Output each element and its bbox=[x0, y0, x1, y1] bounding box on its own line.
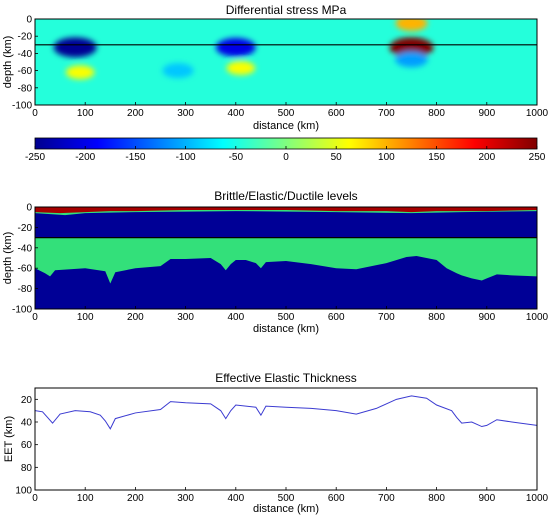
stress-y-ticks: 0 -20 -40 -60 -80 -100 bbox=[12, 15, 38, 112]
stress-x-tick-label: 700 bbox=[378, 108, 395, 119]
eet-y-tick-label: 80 bbox=[21, 463, 33, 474]
levels-x-tick-label: 800 bbox=[428, 312, 445, 323]
levels-y-tick-label: -20 bbox=[18, 223, 33, 234]
stress-y-tick-label: -80 bbox=[18, 83, 33, 94]
levels-ylabel: depth (km) bbox=[2, 232, 14, 285]
levels-x-tick-label: 600 bbox=[328, 312, 345, 323]
colorbar-tick-label: -250 bbox=[25, 152, 45, 163]
stress-anomalies bbox=[53, 19, 434, 80]
stress-anomaly bbox=[65, 65, 95, 80]
levels-x-tick-label: 900 bbox=[478, 312, 495, 323]
eet-line-group bbox=[35, 395, 537, 430]
colorbar-tick-label: 0 bbox=[283, 152, 289, 163]
eet-line bbox=[35, 395, 537, 430]
stress-x-tick-label: 300 bbox=[177, 108, 194, 119]
levels-heatmap bbox=[35, 207, 537, 309]
eet-x-tick-label: 0 bbox=[32, 493, 38, 504]
levels-title: Brittle/Elastic/Ductile levels bbox=[214, 189, 357, 203]
colorbar-tick-label: 150 bbox=[428, 152, 445, 163]
stress-anomaly bbox=[389, 37, 434, 58]
eet-y-tick-label: 20 bbox=[21, 395, 33, 406]
levels-x-ticks: 0 100 200 300 400 500 600 700 800 900 1000 bbox=[32, 306, 549, 323]
levels-x-tick-label: 100 bbox=[77, 312, 94, 323]
stress-y-tick-label: -20 bbox=[18, 32, 33, 43]
stress-x-tick-label: 800 bbox=[428, 108, 445, 119]
levels-y-ticks: 0 -20 -40 -60 -80 -100 bbox=[12, 203, 38, 316]
colorbar-tick-label: -100 bbox=[176, 152, 196, 163]
stress-x-ticks: 0 100 200 300 400 500 600 700 800 900 1000 bbox=[32, 102, 549, 119]
stress-heatmap bbox=[35, 19, 537, 105]
stress-background bbox=[35, 19, 537, 105]
eet-y-tick-label: 40 bbox=[21, 418, 33, 429]
stress-anomaly bbox=[215, 38, 256, 57]
eet-y-ticks: 20 40 60 80 100 bbox=[15, 395, 38, 497]
levels-x-tick-label: 400 bbox=[227, 312, 244, 323]
levels-y-tick-label: -100 bbox=[12, 305, 32, 316]
eet-title: Effective Elastic Thickness bbox=[215, 371, 357, 385]
levels-y-tick-label: -60 bbox=[18, 264, 33, 275]
levels-xlabel: distance (km) bbox=[253, 323, 319, 335]
eet-x-tick-label: 800 bbox=[428, 493, 445, 504]
stress-x-tick-label: 1000 bbox=[526, 108, 549, 119]
stress-anomaly bbox=[162, 63, 194, 79]
eet-panel: Effective Elastic Thickness 0 100 200 300 40… bbox=[3, 371, 549, 515]
stress-y-tick-label: -40 bbox=[18, 49, 33, 60]
levels-x-tick-label: 500 bbox=[278, 312, 295, 323]
eet-x-ticks: 0 100 200 300 400 500 600 700 800 900 1000 bbox=[32, 487, 549, 504]
eet-x-tick-label: 100 bbox=[77, 493, 94, 504]
eet-x-tick-label: 300 bbox=[177, 493, 194, 504]
stress-xlabel: distance (km) bbox=[253, 120, 319, 132]
eet-ylabel: EET (km) bbox=[3, 416, 15, 462]
levels-x-tick-label: 200 bbox=[127, 312, 144, 323]
colorbar-tick-label: 100 bbox=[378, 152, 395, 163]
eet-x-tick-label: 700 bbox=[378, 493, 395, 504]
stress-x-tick-label: 400 bbox=[227, 108, 244, 119]
eet-xlabel: distance (km) bbox=[253, 503, 319, 515]
levels-y-tick-label: -80 bbox=[18, 284, 33, 295]
stress-x-tick-label: 900 bbox=[478, 108, 495, 119]
stress-anomaly bbox=[395, 51, 428, 68]
stress-title: Differential stress MPa bbox=[226, 3, 347, 17]
lower-elastic-zone bbox=[35, 237, 537, 284]
colorbar-tick-label: -200 bbox=[75, 152, 95, 163]
levels-x-tick-label: 1000 bbox=[526, 312, 549, 323]
levels-x-tick-label: 700 bbox=[378, 312, 395, 323]
stress-panel: Differential stress MPa 0 100 200 300 400 500… bbox=[2, 3, 549, 132]
eet-plot-area bbox=[35, 388, 537, 490]
eet-y-tick-label: 100 bbox=[15, 486, 32, 497]
colorbar-tick-label: 200 bbox=[478, 152, 495, 163]
levels-y-tick-label: -40 bbox=[18, 243, 33, 254]
eet-x-tick-label: 1000 bbox=[526, 493, 549, 504]
eet-x-tick-label: 600 bbox=[328, 493, 345, 504]
colorbar-tick-label: -150 bbox=[125, 152, 145, 163]
stress-y-tick-label: 0 bbox=[26, 15, 32, 26]
stress-x-tick-label: 600 bbox=[328, 108, 345, 119]
colorbar-tick-label: -50 bbox=[229, 152, 244, 163]
stress-x-tick-label: 500 bbox=[278, 108, 295, 119]
colorbar-tick-label: 250 bbox=[529, 152, 546, 163]
colorbar-tick-label: 50 bbox=[331, 152, 343, 163]
stress-anomaly bbox=[53, 37, 97, 58]
colorbar-ticks: -250 -200 -150 -100 -50 0 50 100 150 200 250 bbox=[25, 146, 546, 163]
levels-x-tick-label: 300 bbox=[177, 312, 194, 323]
eet-x-tick-label: 200 bbox=[127, 493, 144, 504]
eet-y-tick-label: 60 bbox=[21, 440, 33, 451]
brittle-zone bbox=[35, 207, 537, 214]
stress-x-tick-label: 0 bbox=[32, 108, 38, 119]
stress-ylabel: depth (km) bbox=[2, 36, 14, 89]
colorbar: -250 -200 -150 -100 -50 0 50 100 150 200 250 bbox=[25, 137, 546, 163]
eet-x-tick-label: 500 bbox=[278, 493, 295, 504]
eet-x-tick-label: 400 bbox=[227, 493, 244, 504]
eet-x-tick-label: 900 bbox=[478, 493, 495, 504]
stress-y-tick-label: -60 bbox=[18, 66, 33, 77]
levels-x-tick-label: 0 bbox=[32, 312, 38, 323]
stress-anomaly bbox=[395, 19, 428, 31]
stress-x-tick-label: 200 bbox=[127, 108, 144, 119]
stress-y-tick-label: -100 bbox=[12, 101, 32, 112]
levels-y-tick-label: 0 bbox=[26, 203, 32, 214]
levels-panel: Brittle/Elastic/Ductile levels 0 100 200 30… bbox=[2, 189, 549, 335]
stress-x-tick-label: 100 bbox=[77, 108, 94, 119]
stress-anomaly bbox=[226, 61, 256, 76]
